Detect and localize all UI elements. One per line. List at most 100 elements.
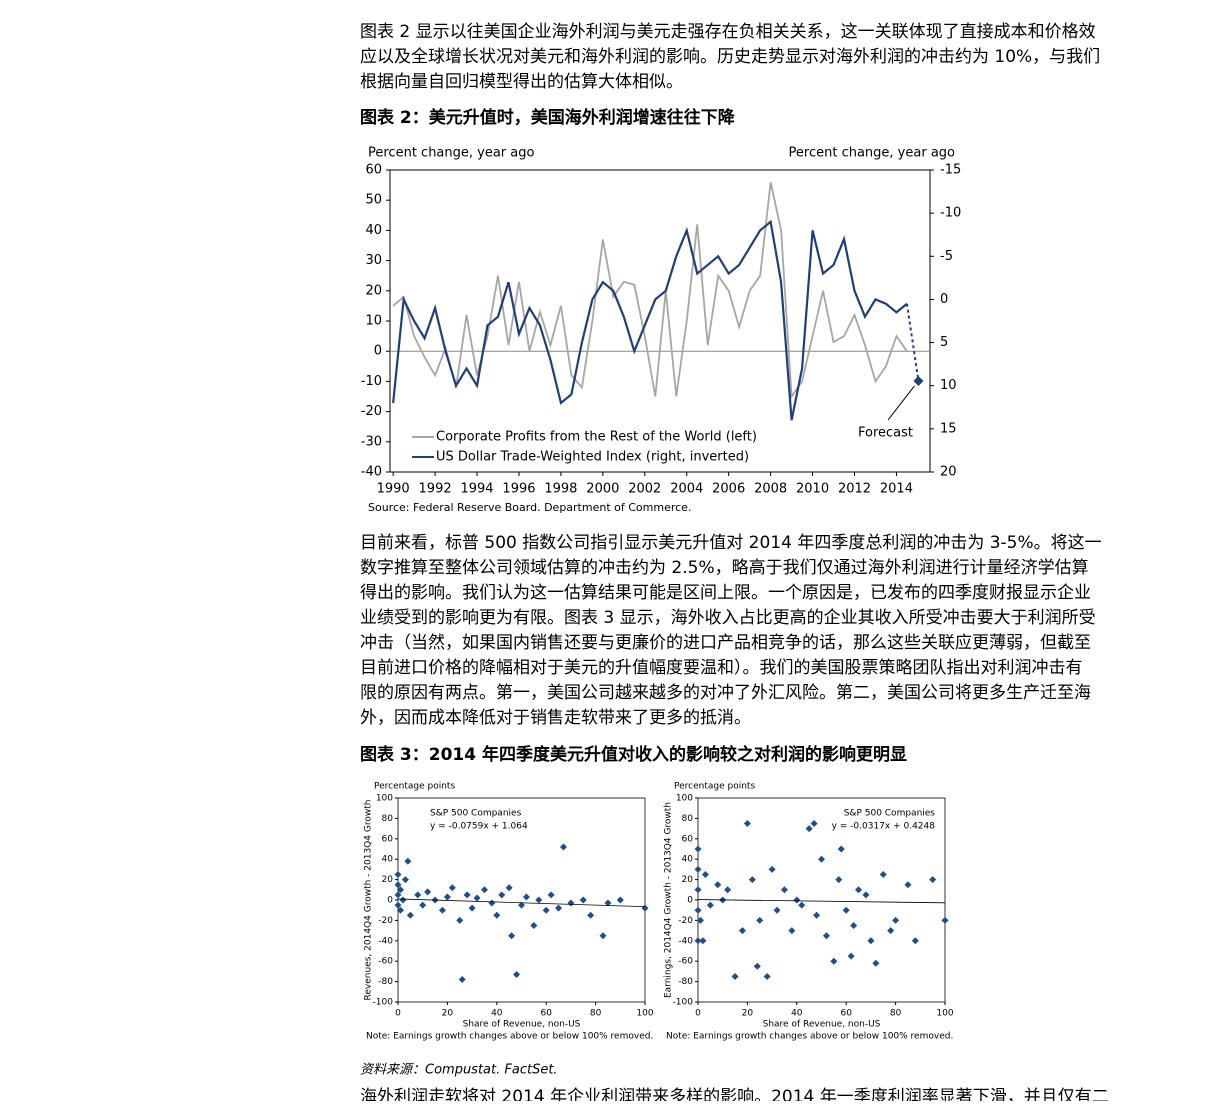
y2-tick-label: 0 — [940, 292, 948, 307]
point — [694, 886, 702, 894]
annotation-label: Forecast — [858, 426, 913, 441]
y-tick-label: -10 — [361, 374, 382, 389]
y-axis-label: Revenues, 2014Q4 Growth - 2013Q4 Growth — [364, 800, 374, 1001]
point — [513, 970, 521, 978]
point — [714, 881, 722, 889]
forecast-dash — [905, 303, 920, 382]
point — [793, 896, 801, 904]
point — [448, 884, 456, 892]
point — [763, 973, 771, 980]
y-tick-label: -40 — [361, 465, 382, 480]
point — [424, 888, 432, 896]
y2-tick-label: -15 — [940, 163, 961, 178]
point — [458, 976, 466, 984]
point — [406, 911, 414, 919]
y-tick-label: 0 — [687, 896, 693, 906]
y2-tick-label: -5 — [940, 249, 953, 264]
point — [842, 906, 850, 914]
plot-frame — [389, 169, 931, 473]
x-tick-label: 1998 — [544, 482, 577, 497]
point — [694, 937, 702, 945]
y-tick-label: -60 — [678, 957, 693, 967]
paragraph-line: 图表 2 显示以往美国企业海外利润与美元走强存在负相关关系，这一关联体现了直接成… — [360, 22, 1096, 42]
legend-label: US Dollar Trade-Weighted Index (right, i… — [436, 450, 749, 465]
y-tick-label: 60 — [365, 163, 382, 178]
x-tick-label: 100 — [636, 1009, 653, 1019]
y-tick-label: 10 — [365, 314, 382, 329]
y-tick-label: 40 — [382, 855, 394, 865]
figure-title: 图表 2：美元升值时，美国海外利润增速往往下降 — [360, 107, 736, 128]
x-tick-label: 80 — [890, 1009, 902, 1019]
y-tick-label: 0 — [387, 896, 393, 906]
y-tick-label: 20 — [365, 283, 382, 298]
point — [911, 937, 919, 945]
point — [929, 876, 937, 884]
point — [604, 899, 612, 907]
y-tick-label: 30 — [365, 253, 382, 268]
y-tick-label: -80 — [378, 977, 393, 987]
y-tick-label: 80 — [682, 814, 694, 824]
legend-title: S&P 500 Companies — [844, 809, 936, 819]
x-tick-label: 60 — [840, 1009, 852, 1019]
point — [822, 932, 830, 940]
x-tick-label: 2012 — [838, 482, 871, 497]
x-tick-label: 1990 — [377, 482, 410, 497]
point — [530, 922, 538, 929]
point — [813, 911, 821, 919]
point — [694, 845, 702, 853]
point — [701, 871, 709, 878]
point — [396, 886, 404, 894]
paragraph-line: 海外利润走软将对 2014 年企业利润带来多样的影响。2014 年一季度利润率显… — [360, 1087, 1109, 1101]
point — [768, 865, 776, 873]
point — [694, 906, 702, 914]
x-tick-label: 2000 — [586, 482, 619, 497]
point — [579, 896, 587, 904]
x-tick-label: 0 — [695, 1009, 701, 1019]
point — [480, 886, 488, 894]
y2-tick-label: 5 — [940, 335, 948, 350]
point — [694, 865, 702, 873]
y2-tick-label: 10 — [940, 378, 957, 393]
x-tick-label: 40 — [491, 1009, 503, 1019]
point — [419, 901, 427, 909]
chart-title: Percentage points — [674, 782, 755, 792]
point — [498, 891, 506, 899]
y-tick-label: -20 — [361, 404, 382, 419]
paragraph-line: 冲击（当然，如果国内销售还要与更廉价的进口产品相竞争的话，那么这些关联应更薄弱，… — [360, 633, 1091, 653]
point — [394, 901, 402, 909]
point — [542, 906, 550, 914]
source-note: 资料来源：Compustat. FactSet. — [360, 1063, 558, 1078]
paragraph-line: 限的原因有两点。第一，美国公司越来越多的对冲了外汇风险。第二，美国公司将更多生产… — [360, 683, 1091, 703]
y-tick-label: -30 — [361, 434, 382, 449]
x-tick-label: 2006 — [712, 482, 745, 497]
y-tick-label: -60 — [378, 957, 393, 967]
point — [810, 820, 818, 827]
x-tick-label: 60 — [540, 1009, 552, 1019]
point — [599, 932, 607, 940]
figure-title: 图表 3：2014 年四季度美元升值对收入的影响较之对利润的影响更明显 — [360, 744, 907, 765]
point — [443, 893, 451, 901]
point — [394, 881, 402, 889]
point — [748, 876, 756, 884]
point — [724, 886, 732, 894]
point — [835, 876, 843, 884]
point — [887, 927, 895, 935]
point — [488, 899, 496, 907]
point — [837, 845, 845, 853]
paragraph-line: 应以及全球增长状况对美元和海外利润的影响。历史走势显示对海外利润的冲击约为 10… — [360, 47, 1100, 67]
point — [699, 937, 707, 945]
y-tick-label: -80 — [678, 977, 693, 987]
forecast-arrow — [887, 385, 915, 421]
point — [743, 820, 751, 827]
legend-label: Corporate Profits from the Rest of the W… — [436, 430, 757, 445]
point — [818, 855, 825, 863]
x-tick-label: 2002 — [628, 482, 661, 497]
y-tick-label: -100 — [373, 998, 394, 1008]
point — [879, 871, 887, 878]
point — [862, 891, 870, 899]
paragraph-line: 目前进口价格的降幅相对于美元的升值幅度要温和）。我们的美国股票策略团队指出对利润… — [360, 658, 1083, 678]
x-tick-label: 2008 — [754, 482, 787, 497]
point — [780, 886, 788, 894]
paragraph-line: 目前来看，标普 500 指数公司指引显示美元升值对 2014 年四季度总利润的冲… — [360, 533, 1102, 553]
y-tick-label: 20 — [382, 875, 394, 885]
